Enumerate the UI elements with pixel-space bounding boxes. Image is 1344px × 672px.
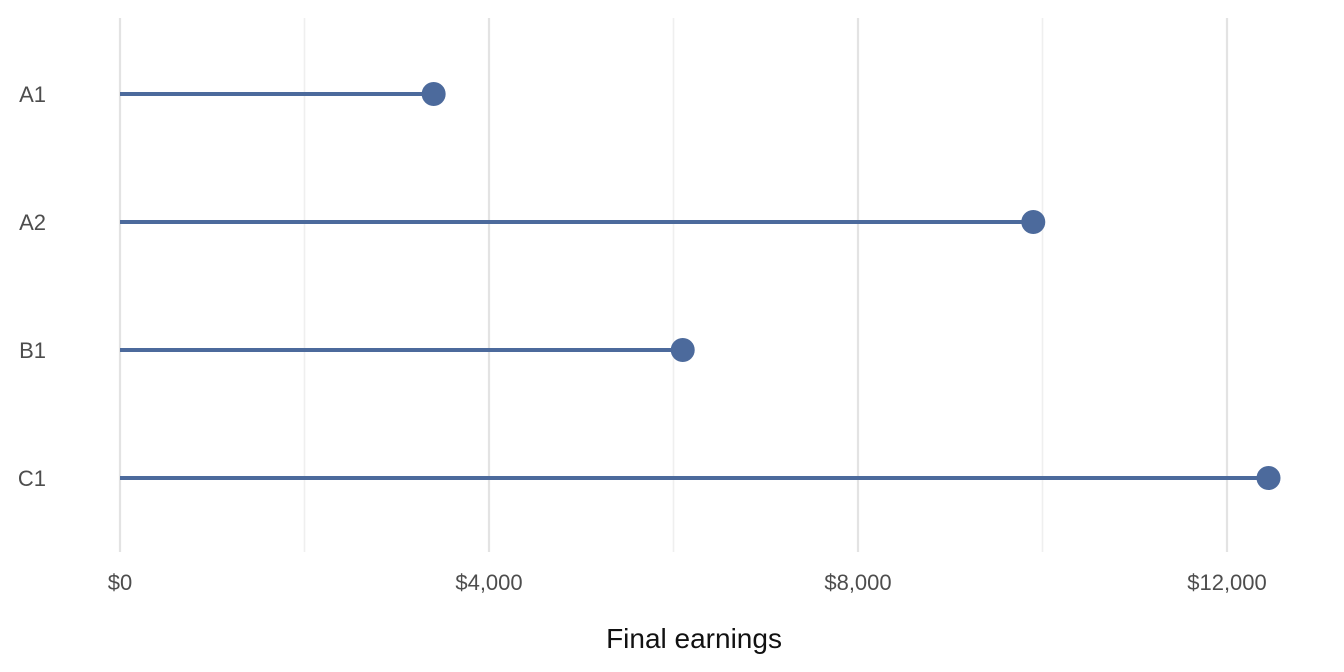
x-tick-label: $12,000 bbox=[1187, 570, 1267, 595]
category-label: A2 bbox=[19, 210, 46, 235]
category-label: B1 bbox=[19, 338, 46, 363]
category-label: C1 bbox=[18, 466, 46, 491]
category-label: A1 bbox=[19, 82, 46, 107]
gridlines bbox=[120, 18, 1227, 552]
point-A2 bbox=[1021, 210, 1045, 234]
x-tick-label: $8,000 bbox=[824, 570, 891, 595]
point-A1 bbox=[422, 82, 446, 106]
category-labels: A1 A2 B1 C1 bbox=[18, 82, 46, 491]
lollipop-marks bbox=[120, 82, 1281, 490]
x-tick-labels: $0 $4,000 $8,000 $12,000 bbox=[108, 570, 1267, 595]
point-C1 bbox=[1257, 466, 1281, 490]
x-tick-label: $0 bbox=[108, 570, 132, 595]
point-B1 bbox=[671, 338, 695, 362]
x-axis-title: Final earnings bbox=[606, 623, 782, 654]
x-tick-label: $4,000 bbox=[455, 570, 522, 595]
